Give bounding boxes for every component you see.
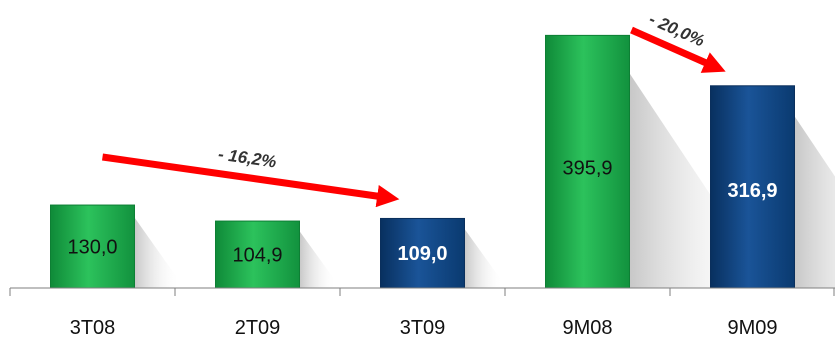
change-annotation: - 16,2%: [217, 145, 278, 172]
bar-shadow: [135, 217, 181, 288]
category-label: 2T09: [235, 317, 281, 339]
value-label: 130,0: [67, 237, 117, 259]
value-label: 316,9: [727, 180, 777, 202]
value-label: 395,9: [562, 157, 612, 179]
category-label: 3T09: [400, 317, 446, 339]
bar-shadow: [465, 229, 503, 288]
x-axis: 3T08 2T09 3T09 9M08 9M09: [10, 288, 835, 339]
bar-shadow: [300, 231, 337, 288]
category-label: 3T08: [70, 317, 116, 339]
value-label: 104,9: [232, 245, 282, 267]
value-label: 109,0: [397, 243, 447, 265]
category-label: 9M09: [727, 317, 777, 339]
bar-shadow: [795, 116, 835, 288]
category-label: 9M08: [562, 317, 612, 339]
